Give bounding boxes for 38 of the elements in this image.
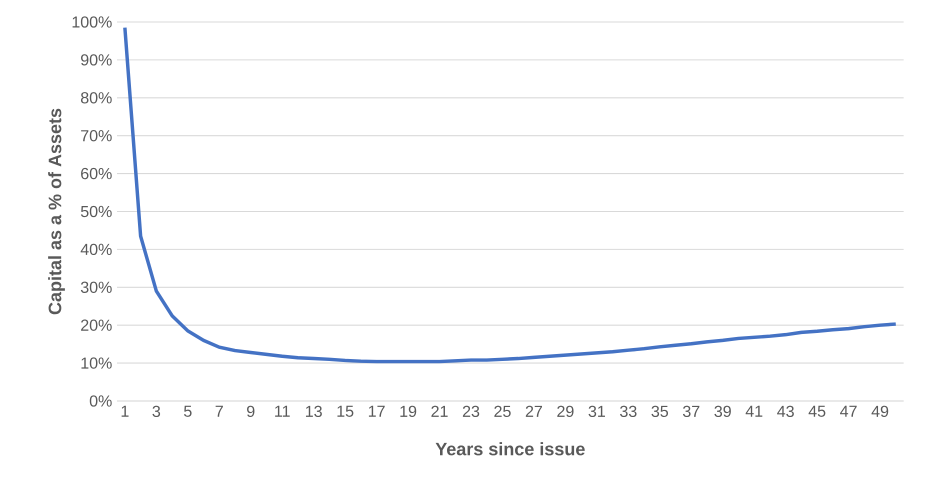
x-tick-label: 39 <box>714 406 731 418</box>
y-tick-label: 0% <box>90 395 112 407</box>
x-tick-label: 47 <box>840 406 857 417</box>
y-tick-label: 80% <box>80 92 112 104</box>
y-tick-label: 30% <box>80 282 112 293</box>
x-tick-label: 41 <box>746 406 762 417</box>
x-tick-label: 21 <box>431 406 448 417</box>
y-axis-title: Capital as a % of Assets <box>48 108 65 314</box>
y-tick-label: 100% <box>72 16 112 28</box>
x-tick-label: 29 <box>557 406 574 418</box>
y-tick-label: 60% <box>81 168 112 180</box>
y-tick-label: 20% <box>81 320 112 331</box>
x-tick-label: 31 <box>588 406 605 418</box>
x-tick-label: 5 <box>184 406 192 417</box>
x-tick-label: 7 <box>216 406 223 417</box>
x-tick-label: 25 <box>494 406 511 418</box>
x-tick-label: 27 <box>526 406 542 417</box>
x-tick-label: 9 <box>247 406 254 418</box>
x-tick-label: 1 <box>122 406 129 417</box>
x-tick-label: 45 <box>808 406 826 417</box>
y-tick-label: 90% <box>81 54 112 66</box>
x-axis-title: Years since issue <box>436 442 585 456</box>
x-tick-label: 11 <box>275 406 290 417</box>
x-tick-label: 3 <box>152 406 160 418</box>
x-tick-label: 19 <box>400 406 416 418</box>
x-tick-label: 15 <box>337 406 354 417</box>
x-tick-label: 23 <box>462 406 480 418</box>
x-tick-label: 37 <box>682 406 700 418</box>
x-tick-label: 35 <box>652 406 668 418</box>
y-tick-label: 40% <box>80 244 112 256</box>
x-tick-label: 13 <box>306 406 322 418</box>
y-tick-label: 70% <box>81 130 112 142</box>
x-tick-label: 17 <box>368 406 385 417</box>
x-tick-label: 49 <box>872 406 888 418</box>
x-tick-label: 33 <box>620 406 637 418</box>
y-tick-label: 10% <box>81 357 112 369</box>
y-tick-label: 50% <box>80 206 112 218</box>
x-tick-label: 43 <box>777 406 794 418</box>
